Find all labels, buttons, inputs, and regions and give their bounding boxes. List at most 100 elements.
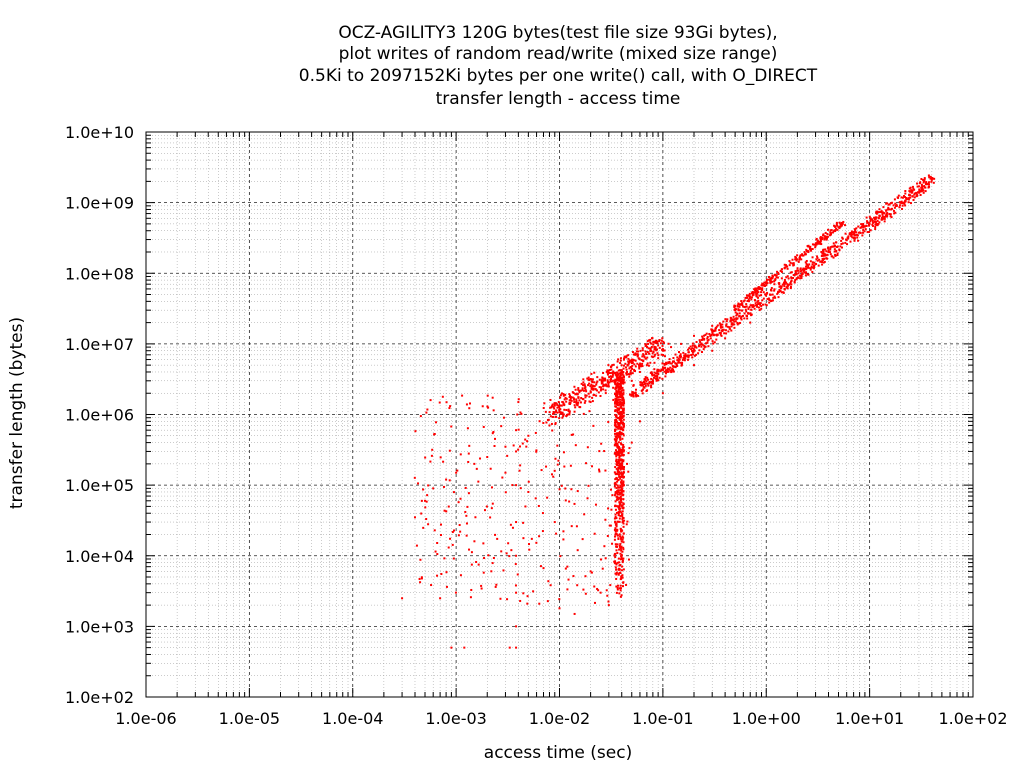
data-point [560,411,563,414]
data-point [838,249,841,252]
data-point [614,466,617,469]
data-point [798,255,801,258]
data-point [470,563,473,566]
data-point [611,542,614,545]
data-point [617,407,620,410]
data-point [652,340,655,343]
data-point [653,374,656,377]
data-point [607,383,610,386]
data-point [614,387,617,390]
data-point [549,415,552,418]
data-point [622,407,625,410]
data-point [607,382,610,385]
data-point [740,318,743,321]
data-point [809,268,812,271]
data-point [584,396,587,399]
data-point [655,339,658,342]
data-point [681,358,684,361]
data-point [491,432,494,435]
data-point [805,268,808,271]
data-point [659,342,662,345]
data-point [645,344,648,347]
data-point [573,612,576,615]
data-point [606,385,609,388]
data-point [661,392,664,395]
data-point [584,394,587,397]
data-point [756,305,759,308]
data-point [646,340,649,343]
data-point [880,211,883,214]
data-point [609,375,612,378]
y-tick-label: 1.0e+07 [65,335,134,354]
data-point [532,590,535,593]
data-point [766,282,769,285]
data-point [729,320,732,323]
data-point [562,394,565,397]
data-point [591,378,594,381]
data-point [909,196,912,199]
data-point [793,281,796,284]
data-point [863,230,866,233]
chart-title-line-4: transfer length - access time [436,89,681,109]
data-point [750,304,753,307]
data-point [620,376,623,379]
data-point [489,516,492,519]
data-point [748,306,751,309]
data-point [866,231,869,234]
data-point [749,304,752,307]
data-point [740,303,743,306]
data-point [853,232,856,235]
data-point [620,462,623,465]
data-point [657,344,660,347]
data-point [881,213,884,216]
data-point [619,527,622,530]
data-point [436,541,439,544]
data-point [790,280,793,283]
data-point [613,381,616,384]
data-point [595,381,598,384]
data-point [614,566,617,569]
data-point [619,372,622,375]
data-point [636,353,639,356]
data-point [493,444,496,447]
data-point [589,390,592,393]
data-point [636,354,639,357]
data-point [482,542,485,545]
data-point [551,403,554,406]
y-tick-label: 1.0e+02 [65,688,134,707]
data-point [650,386,653,389]
data-point [616,484,619,487]
data-point [450,646,453,649]
data-point [731,323,734,326]
data-point [570,525,573,528]
data-point [807,245,810,248]
data-point [615,421,618,424]
data-point [620,549,623,552]
data-point [735,317,738,320]
data-point [790,277,793,280]
data-point [655,349,658,352]
y-tick-label: 1.0e+10 [65,123,134,142]
data-point [822,250,825,253]
data-point [738,309,741,312]
data-point [672,365,675,368]
data-point [517,448,520,451]
data-point [618,436,621,439]
data-point [582,389,585,392]
data-point [894,205,897,208]
data-point [749,312,752,315]
data-point [647,342,650,345]
data-point [615,483,618,486]
data-point [775,276,778,279]
data-point [558,417,561,420]
data-point [923,178,926,181]
data-point [575,525,578,528]
data-point [558,406,561,409]
data-point [661,377,664,380]
x-tick-label: 1.0e+02 [938,709,1007,728]
data-point [855,231,858,234]
data-point [581,388,584,391]
data-point [617,411,620,414]
data-point [619,468,622,471]
data-point [650,355,653,358]
